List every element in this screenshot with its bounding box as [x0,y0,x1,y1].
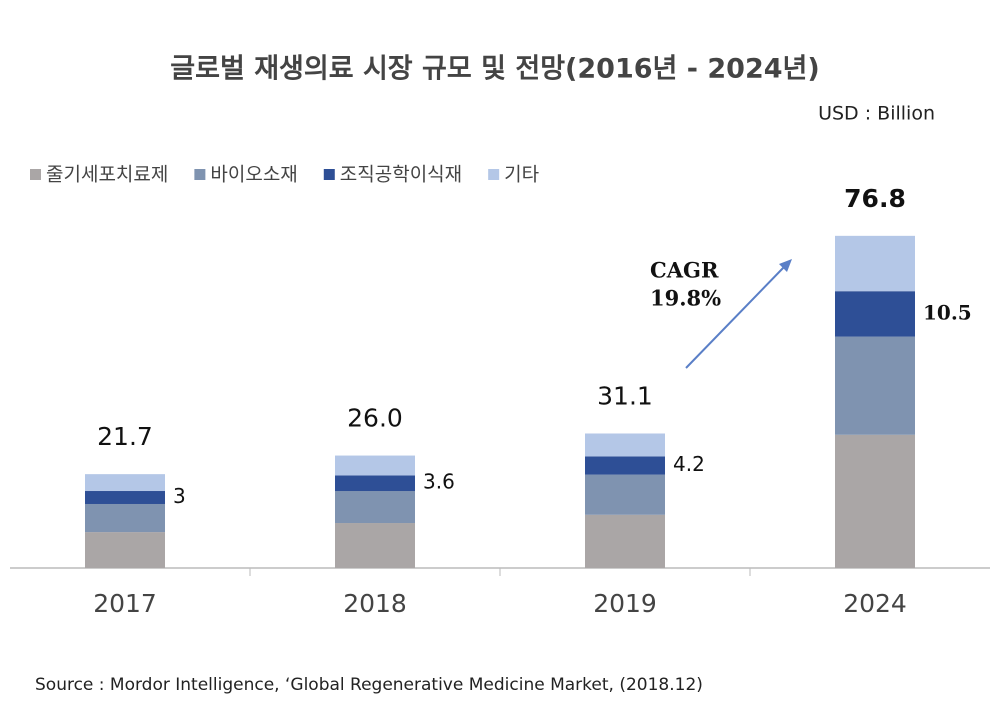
legend-swatch [323,169,335,180]
legend-label: 조직공학이식재 [340,164,462,186]
total-label: 31.1 [597,381,653,410]
data-label: 3.6 [423,470,455,494]
legend-swatch [194,169,206,180]
cagr-value: 19.8% [650,286,721,311]
total-label: 21.7 [97,422,153,451]
legend-label: 바이오소재 [210,164,297,186]
data-label: 3 [173,484,186,508]
unit-note: USD : Billion [818,103,935,125]
chart-title: 글로벌 재생의료 시장 규모 및 전망(2016년 - 2024년) [170,54,819,85]
x-tick-label: 2017 [93,589,157,618]
bar-segment [835,434,915,568]
bar-segment [335,455,415,476]
bar-segment [335,491,415,524]
bar-segment [585,474,665,515]
total-label: 26.0 [347,404,403,433]
bar-segment [335,475,415,492]
cagr-label: CAGR [650,258,719,283]
bar-segment [585,456,665,475]
x-tick-label: 2024 [843,589,907,618]
data-label: 4.2 [673,452,705,476]
legend-swatch [488,169,500,180]
bar-segment [835,235,915,292]
bar-segment [835,291,915,337]
source: Source : Mordor Intelligence, ‘Global Re… [35,675,703,695]
bar-segment [585,514,665,568]
legend-swatch [30,169,41,180]
bar-segment [85,474,165,492]
legend-label: 기타 [504,164,539,186]
legend-label: 줄기세포치료제 [46,164,168,186]
x-tick-label: 2018 [343,589,407,618]
bar-segment [85,503,165,533]
cagr-arrow [685,265,786,369]
bar-segment [85,532,165,568]
cagr-arrowhead [779,259,792,272]
bar-segment [85,491,165,504]
bar-segment [335,523,415,568]
total-label: 76.8 [844,184,906,213]
bar-segment [585,433,665,457]
x-tick-label: 2019 [593,589,657,618]
bar-segment [835,336,915,435]
data-label: 10.5 [923,300,972,324]
